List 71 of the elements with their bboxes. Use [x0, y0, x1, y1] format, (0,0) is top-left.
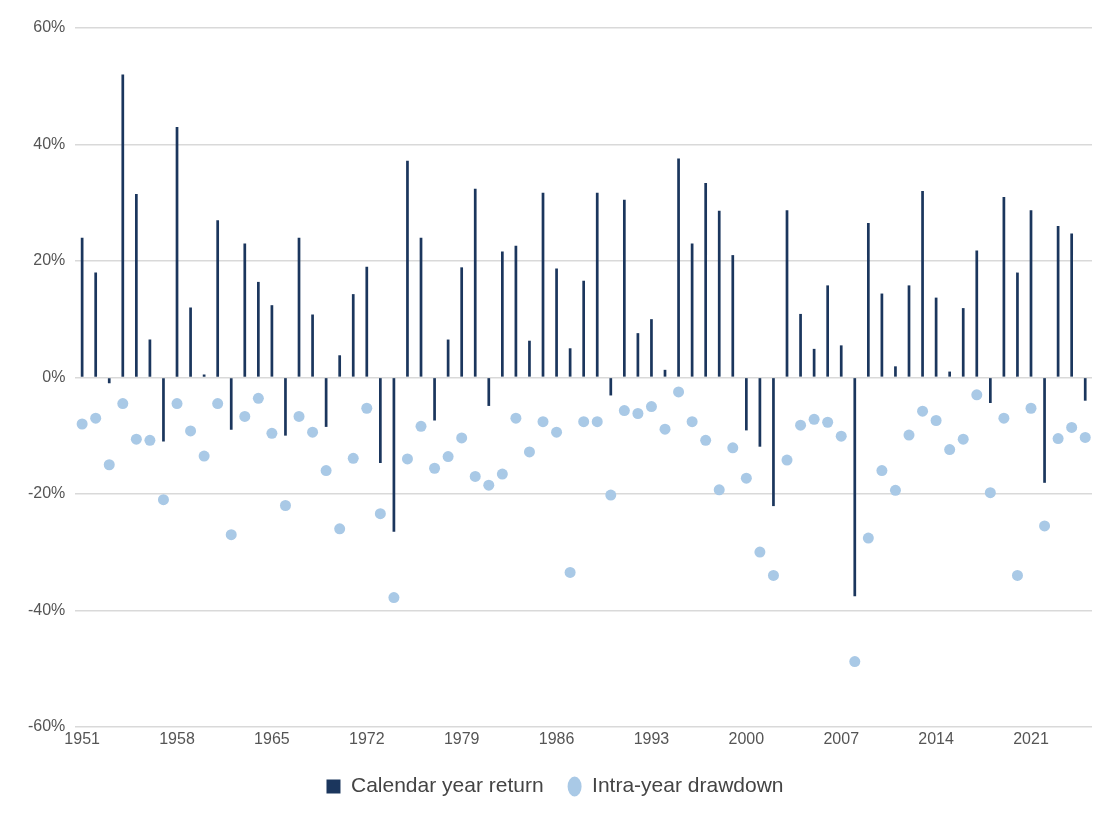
bar [162, 378, 165, 442]
bar [677, 158, 680, 377]
bar [839, 345, 843, 377]
bar [988, 378, 992, 404]
bar [772, 378, 775, 507]
bar [338, 355, 342, 377]
y-tick-label: 0% [42, 367, 66, 385]
x-tick-label: 1993 [633, 729, 670, 747]
bar [94, 272, 98, 377]
bar [107, 378, 111, 384]
bar [500, 251, 504, 377]
bar [284, 378, 287, 436]
y-tick-label: -40% [27, 600, 66, 618]
x-tick-label: 1951 [64, 729, 101, 747]
bar [582, 280, 586, 377]
bar [487, 378, 491, 406]
bar [866, 223, 870, 377]
bar [744, 378, 748, 431]
bar [799, 313, 802, 377]
x-tick-label: 1972 [348, 729, 385, 747]
bar [243, 243, 247, 377]
bar [311, 314, 314, 377]
bar [121, 74, 125, 377]
bar [704, 182, 708, 377]
bar [853, 378, 857, 597]
bar [1043, 378, 1046, 483]
bar [921, 191, 924, 377]
bar [135, 193, 138, 377]
x-tick-label: 1965 [254, 729, 290, 747]
y-tick-label: 60% [33, 18, 66, 36]
bar [216, 220, 220, 377]
bar [595, 192, 599, 377]
x-tick-label: 2021 [1013, 729, 1049, 747]
y-tick-label: -60% [27, 717, 66, 735]
bar [189, 307, 192, 377]
bar [975, 250, 979, 377]
bar [961, 308, 965, 377]
legend-label: Calendar year return [350, 773, 544, 797]
bar [1083, 378, 1087, 401]
x-tick-label: 2007 [823, 729, 860, 747]
bar [717, 210, 721, 377]
bar [622, 199, 626, 377]
y-tick-label: 20% [33, 251, 66, 269]
legend-label: Intra-year drawdown [592, 773, 784, 797]
y-tick-label: -20% [27, 484, 66, 502]
bar [948, 371, 952, 377]
bar [1070, 233, 1074, 377]
bar [202, 374, 206, 377]
bar [609, 378, 613, 396]
bar [528, 340, 531, 377]
bar [378, 378, 382, 463]
x-tick-label: 1958 [159, 729, 195, 747]
bar [826, 285, 830, 377]
x-tick-label: 2014 [918, 729, 955, 747]
bar [365, 266, 369, 377]
x-tick-label: 1986 [538, 729, 575, 747]
bar [256, 281, 260, 377]
x-tick-label: 2000 [728, 729, 765, 747]
bar [473, 188, 477, 377]
bar [894, 366, 897, 377]
bar [460, 267, 464, 377]
bar [229, 378, 233, 430]
bar [1016, 272, 1019, 377]
y-tick-label: 40% [33, 134, 66, 152]
bar [406, 160, 409, 377]
bar [555, 268, 558, 377]
x-tick-label: 1979 [443, 729, 480, 747]
bar [351, 294, 355, 377]
bar [731, 255, 735, 377]
bar [433, 378, 436, 421]
bar [650, 319, 653, 377]
